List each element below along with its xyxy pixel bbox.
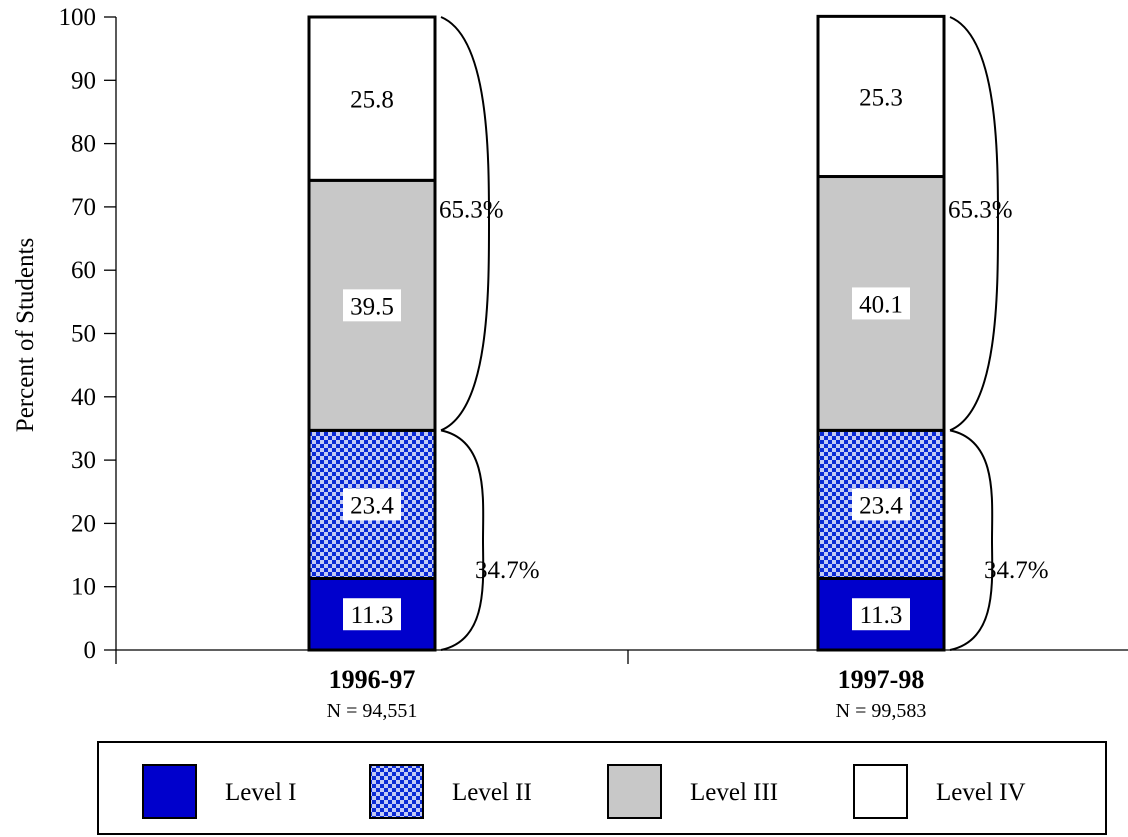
bracket-upper: [440, 16, 490, 432]
y-tick-label: 40: [71, 384, 96, 411]
y-tick-label: 20: [71, 510, 96, 537]
legend-swatch: [607, 764, 662, 819]
bracket-upper: [949, 16, 999, 432]
y-axis-ticks: 0 10 20 30 40 50 60 70 80 90 100: [59, 4, 116, 664]
legend-swatch: [853, 764, 908, 819]
legend-label: Level IV: [936, 779, 1026, 806]
bars-layer: 11.3 23.4 39.5 25.8 11.3 23.4 40.1 25.3: [307, 14, 946, 652]
data-label-bg: [343, 289, 401, 322]
legend-label: Level I: [225, 779, 296, 806]
y-tick-label: 10: [71, 574, 96, 601]
data-label-bg: [852, 287, 910, 320]
legend-label: Level II: [452, 779, 532, 806]
category-note: N = 99,583: [836, 700, 927, 722]
bracket-upper-label: 65.3%: [439, 197, 504, 224]
bracket-lower-label: 34.7%: [984, 557, 1049, 584]
y-tick-label: 90: [71, 67, 96, 94]
category-label: 1997-98: [838, 665, 925, 694]
bracket-lower: [949, 429, 994, 651]
data-label: 25.8: [350, 87, 394, 114]
category-label: 1996-97: [329, 665, 416, 694]
legend-swatch: [369, 764, 424, 819]
legend-box: [97, 741, 1107, 835]
y-tick-label: 80: [71, 131, 96, 158]
data-label-bg: [852, 488, 910, 521]
y-tick-label: 0: [84, 637, 97, 664]
y-tick-label: 100: [59, 4, 97, 31]
y-axis-label: Percent of Students: [12, 238, 39, 432]
data-label-bg: [343, 488, 401, 521]
category-labels: 1996-97 N = 94,551 1997-98 N = 99,583: [327, 665, 927, 722]
legend-swatch: [142, 764, 197, 819]
bracket-lower-label: 34.7%: [475, 557, 540, 584]
data-label-bg: [852, 598, 910, 631]
data-label-bg: [852, 80, 910, 113]
data-label: 40.1: [859, 291, 903, 318]
brackets-layer: 34.7% 65.3% 34.7% 65.3%: [439, 16, 1049, 651]
bar-segment-4: [307, 15, 437, 182]
y-tick-label: 70: [71, 194, 96, 221]
bracket-upper-label: 65.3%: [948, 197, 1013, 224]
data-label: 39.5: [350, 293, 394, 320]
data-label: 11.3: [860, 602, 903, 629]
data-label: 11.3: [351, 602, 394, 629]
data-label: 23.4: [350, 492, 394, 519]
bracket-lower: [440, 429, 485, 651]
category-note: N = 94,551: [327, 700, 418, 722]
data-label: 25.3: [859, 84, 903, 111]
legend-label: Level III: [690, 779, 778, 806]
legend: Level I Level II Level III Level IV: [142, 764, 1026, 819]
data-label-bg: [343, 598, 401, 631]
y-tick-label: 50: [71, 321, 96, 348]
y-tick-label: 60: [71, 257, 96, 284]
data-label: 23.4: [859, 492, 903, 519]
y-tick-label: 30: [71, 447, 96, 474]
data-label-bg: [343, 82, 401, 115]
